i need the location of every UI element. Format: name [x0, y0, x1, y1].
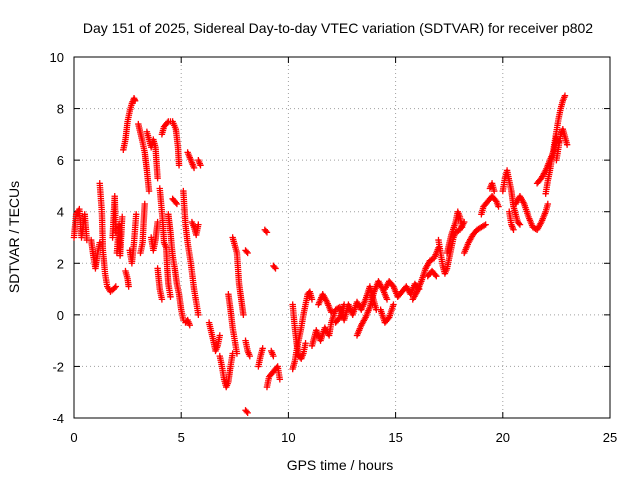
y-tick-label: -4	[52, 411, 64, 426]
data-point	[544, 200, 552, 208]
data-point	[112, 283, 120, 290]
data-point	[172, 199, 180, 206]
data-point	[243, 248, 250, 255]
data-point	[516, 221, 524, 228]
data-point	[383, 296, 391, 303]
data-point	[458, 223, 466, 231]
data-point	[195, 221, 202, 228]
data-point	[259, 345, 266, 352]
data-point	[233, 350, 241, 357]
y-tick-label: 2	[57, 256, 64, 271]
data-point	[164, 119, 171, 126]
y-tick-label: -2	[52, 359, 64, 374]
data-point	[96, 239, 103, 246]
data-point	[262, 227, 270, 235]
data-point	[432, 271, 439, 279]
data-point	[197, 162, 204, 169]
data-point	[271, 263, 278, 271]
data-point	[244, 249, 251, 257]
data-point	[131, 97, 139, 105]
axis-ticks: 0 5 10 15 20 25 -4 -2 0 2 4 6 8 10	[50, 50, 618, 445]
data-point	[328, 309, 335, 316]
data-point	[195, 311, 202, 319]
data-point	[175, 162, 183, 169]
x-tick-label: 5	[178, 430, 185, 445]
x-axis-label: GPS time / hours	[287, 457, 394, 473]
data-point	[240, 311, 247, 319]
data-point	[491, 187, 498, 195]
data-point	[243, 408, 250, 415]
data-point	[141, 200, 148, 208]
data-point	[246, 352, 254, 360]
data-point	[272, 265, 279, 272]
data-point	[515, 220, 523, 227]
data-point	[561, 92, 569, 99]
data-point	[167, 293, 174, 301]
data-point	[495, 203, 502, 210]
data-point	[186, 321, 193, 329]
data-points	[70, 92, 571, 417]
data-point	[158, 296, 166, 303]
y-tick-label: 8	[57, 102, 64, 117]
data-point	[276, 376, 284, 383]
data-point	[125, 283, 132, 290]
data-point	[390, 301, 397, 308]
data-point	[244, 409, 251, 417]
data-point	[263, 229, 271, 236]
data-point	[563, 141, 571, 148]
y-tick-label: 0	[57, 308, 64, 323]
data-point	[433, 272, 440, 280]
data-point	[173, 200, 181, 208]
data-point	[111, 284, 118, 291]
y-tick-label: 10	[50, 50, 64, 65]
data-point	[481, 222, 488, 229]
data-point	[132, 211, 140, 218]
data-point	[340, 301, 348, 308]
x-tick-label: 0	[70, 430, 77, 445]
data-point	[119, 213, 126, 221]
y-axis-label: SDTVAR / TECUs	[6, 181, 22, 293]
x-tick-label: 25	[603, 430, 617, 445]
data-point	[216, 332, 223, 339]
x-tick-label: 20	[496, 430, 510, 445]
data-point	[154, 174, 161, 182]
data-point	[510, 226, 517, 233]
x-tick-label: 10	[281, 430, 295, 445]
x-tick-label: 15	[388, 430, 402, 445]
data-point	[190, 164, 198, 172]
data-point	[308, 296, 316, 303]
data-point	[482, 221, 489, 228]
data-point	[145, 187, 153, 195]
y-tick-label: 4	[57, 205, 64, 220]
y-tick-label: 6	[57, 153, 64, 168]
data-point	[302, 340, 309, 347]
chart-title: Day 151 of 2025, Sidereal Day-to-day VTE…	[83, 20, 593, 36]
data-point	[270, 352, 277, 360]
